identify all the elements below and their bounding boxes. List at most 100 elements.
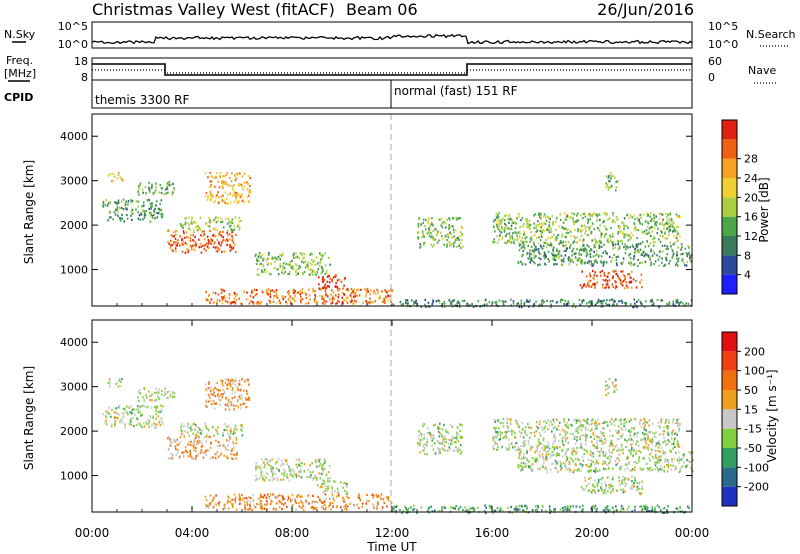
power-cell	[664, 244, 666, 247]
velocity-cell	[298, 458, 300, 461]
velocity-cell	[667, 432, 670, 435]
power-cell	[602, 251, 604, 254]
power-cell	[494, 218, 496, 221]
power-cell	[592, 262, 595, 266]
velocity-cell	[195, 443, 198, 446]
cpid-program-2: normal (fast) 151 RF	[394, 84, 518, 98]
power-cell	[423, 242, 425, 245]
velocity-cell	[294, 473, 296, 476]
velocity-cell	[611, 451, 613, 454]
power-cell	[230, 180, 233, 183]
velocity-cell	[113, 422, 116, 425]
velocity-cell	[556, 452, 559, 455]
power-cell	[330, 302, 332, 305]
power-cell	[295, 268, 298, 271]
velocity-cell	[654, 445, 657, 448]
power-cell	[616, 218, 619, 222]
velocity-cell	[345, 482, 347, 485]
power-cell	[593, 260, 596, 263]
power-cell	[562, 244, 565, 247]
velocity-cell	[432, 437, 435, 440]
power-cell	[160, 208, 162, 211]
power-cell	[383, 299, 386, 302]
power-cell	[213, 201, 215, 204]
velocity-cell	[522, 436, 525, 439]
power-cell	[151, 204, 153, 207]
velocity-cell	[298, 470, 300, 473]
velocity-cell	[667, 464, 670, 467]
velocity-cell	[440, 442, 442, 445]
velocity-cell	[192, 443, 195, 446]
velocity-cell	[507, 438, 510, 442]
power-cell	[282, 262, 285, 265]
power-cell	[170, 244, 172, 247]
power-cell	[672, 254, 674, 257]
velocity-cell	[252, 493, 254, 496]
power-cell	[536, 248, 538, 251]
velocity-cell	[543, 444, 545, 447]
velocity-cell	[509, 419, 512, 422]
power-cell	[143, 216, 146, 219]
power-cell	[246, 196, 249, 199]
velocity-cell	[235, 438, 238, 441]
velocity-cell	[484, 504, 486, 507]
velocity-cell	[345, 506, 347, 509]
power-cell	[324, 284, 326, 287]
velocity-cell	[104, 421, 107, 424]
velocity-cell	[448, 448, 451, 451]
power-cell	[579, 284, 582, 287]
velocity-cell	[208, 387, 211, 390]
velocity-cell	[649, 438, 652, 441]
power-cell	[658, 255, 661, 258]
velocity-cell	[657, 458, 659, 461]
velocity-cell	[418, 444, 421, 447]
velocity-cell	[247, 378, 249, 381]
power-cell	[614, 287, 617, 290]
power-cell	[111, 172, 114, 175]
power-cell	[224, 191, 227, 194]
power-cell	[193, 228, 195, 231]
velocity-cell	[193, 449, 195, 452]
power-cell	[621, 284, 624, 287]
power-cell	[326, 275, 329, 278]
velocity-cell	[625, 445, 627, 448]
power-cell	[618, 244, 621, 247]
power-cell	[413, 300, 415, 303]
power-cell	[159, 210, 161, 213]
power-cell	[337, 289, 339, 292]
power-cell	[502, 303, 505, 306]
power-cell	[346, 302, 349, 305]
velocity-cell	[626, 467, 629, 470]
power-cell	[173, 187, 175, 190]
power-cell	[187, 251, 189, 254]
velocity-cell	[565, 466, 568, 470]
power-cell	[202, 244, 204, 247]
power-cell	[515, 222, 517, 225]
power-cell	[376, 292, 379, 296]
velocity-cell	[571, 449, 573, 452]
power-cell	[660, 230, 662, 233]
velocity-cell	[204, 495, 207, 498]
velocity-cell	[258, 477, 261, 480]
velocity-cell	[205, 387, 207, 390]
power-cell	[558, 243, 561, 246]
power-cell	[195, 243, 197, 247]
velocity-cell	[663, 430, 665, 433]
velocity-cell	[162, 405, 164, 408]
power-cell	[552, 223, 554, 226]
velocity-cell	[472, 509, 475, 512]
velocity-cell	[546, 468, 548, 471]
velocity-cell	[212, 399, 215, 402]
velocity-cell	[265, 471, 268, 474]
velocity-cell	[441, 506, 443, 509]
power-cell	[209, 171, 211, 174]
power-cell	[540, 235, 543, 238]
velocity-cell	[212, 402, 215, 405]
power-cell	[166, 182, 169, 185]
power-cell	[160, 191, 163, 195]
velocity-cell	[551, 450, 554, 453]
velocity-cell	[276, 502, 278, 505]
power-cell	[192, 239, 194, 242]
power-cell	[645, 253, 648, 256]
velocity-cell	[514, 445, 516, 448]
